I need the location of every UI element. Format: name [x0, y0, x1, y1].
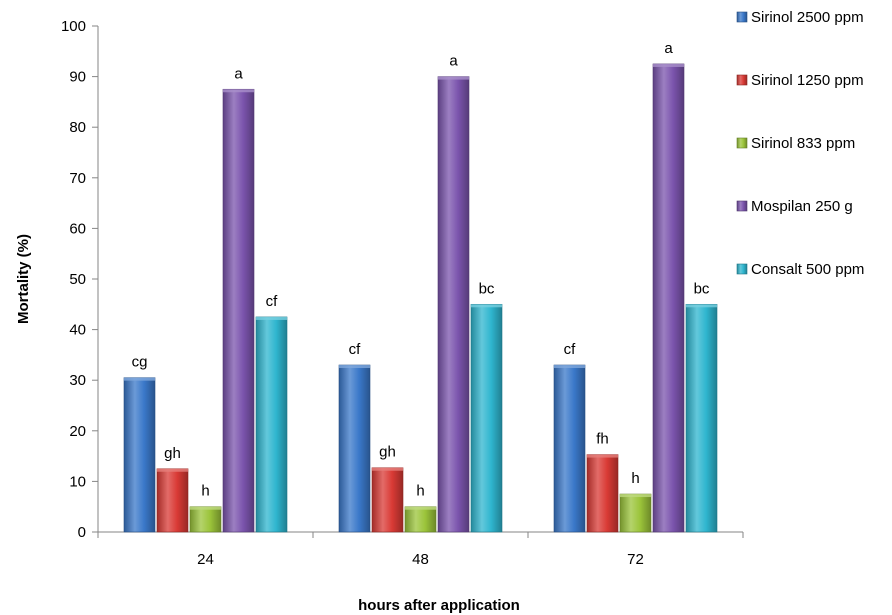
legend-entry-label: Sirinol 1250 ppm	[751, 72, 864, 89]
legend-swatch	[736, 200, 748, 212]
bar-top-highlight	[223, 89, 254, 93]
bar	[222, 88, 255, 533]
bar	[255, 316, 288, 533]
y-tick-label: 10	[69, 473, 86, 490]
bar-data-label: gh	[379, 444, 396, 461]
y-axis-title: Mortality (%)	[15, 234, 32, 324]
bar-data-label: bc	[694, 280, 710, 297]
bar-data-label: h	[416, 483, 424, 500]
bar-data-label: h	[201, 483, 209, 500]
bar	[586, 454, 619, 533]
y-tick-label: 0	[78, 524, 86, 541]
y-tick-label: 70	[69, 170, 86, 187]
bar-data-label: bc	[479, 280, 495, 297]
bar	[371, 467, 404, 533]
bar-data-label: h	[631, 470, 639, 487]
bar-data-label: a	[664, 40, 673, 57]
bar-data-label: cf	[564, 341, 577, 358]
bar-top-highlight	[686, 304, 717, 308]
x-axis: 24 48 72	[97, 531, 744, 568]
bar-data-label: a	[234, 65, 243, 82]
x-tick-label: 72	[627, 551, 644, 568]
x-axis-title: hours after application	[358, 597, 520, 614]
legend-entry-label: Sirinol 833 ppm	[751, 135, 855, 152]
y-tick-label: 80	[69, 119, 86, 136]
bar	[619, 493, 652, 533]
bar-top-highlight	[620, 494, 651, 498]
bar-data-label: cf	[266, 293, 279, 310]
bar-top-highlight	[339, 365, 370, 369]
legend-swatch	[736, 74, 748, 86]
bar-top-highlight	[256, 316, 287, 320]
bar	[123, 377, 156, 533]
bar-top-highlight	[653, 63, 684, 67]
bar	[156, 468, 189, 533]
y-tick-label: 20	[69, 423, 86, 440]
bar-top-highlight	[438, 76, 469, 80]
legend-swatch	[736, 263, 748, 275]
bar-top-highlight	[587, 454, 618, 458]
x-tick-label: 24	[197, 551, 214, 568]
y-tick-label: 40	[69, 322, 86, 339]
bars: cg gh h a cf cf gh h a bc cf fh h a bc	[123, 40, 718, 533]
bar-top-highlight	[124, 377, 155, 381]
bar-top-highlight	[471, 304, 502, 308]
y-axis: 0 10 20 30 40 50 60 70 80 90 100	[61, 18, 99, 541]
legend-swatch	[736, 11, 748, 23]
y-tick-label: 100	[61, 18, 86, 35]
bar-top-highlight	[405, 506, 436, 510]
bar	[189, 506, 222, 533]
bar-data-label: fh	[596, 431, 609, 448]
x-tick-label: 48	[412, 551, 429, 568]
bar	[404, 506, 437, 533]
legend-entry-label: Consalt 500 ppm	[751, 261, 864, 278]
y-tick-label: 90	[69, 69, 86, 86]
bar	[338, 364, 371, 533]
bar-top-highlight	[157, 468, 188, 472]
bar	[652, 63, 685, 533]
bar-top-highlight	[554, 365, 585, 369]
bar-data-label: cg	[132, 354, 148, 371]
bar-data-label: a	[449, 53, 458, 70]
bar-data-label: gh	[164, 445, 181, 462]
bar	[685, 303, 718, 533]
bar-top-highlight	[190, 506, 221, 510]
legend-swatch	[736, 137, 748, 149]
bar-top-highlight	[372, 467, 403, 471]
legend-entry-label: Sirinol 2500 ppm	[751, 9, 864, 26]
bar	[553, 364, 586, 533]
legend: Sirinol 2500 ppm Sirinol 1250 ppm Sirinol …	[736, 9, 864, 278]
y-tick-label: 30	[69, 372, 86, 389]
bar	[437, 76, 470, 533]
legend-entry-label: Mospilan 250 g	[751, 198, 853, 215]
bar-data-label: cf	[349, 341, 362, 358]
y-tick-label: 60	[69, 220, 86, 237]
bar	[470, 303, 503, 533]
y-tick-label: 50	[69, 271, 86, 288]
